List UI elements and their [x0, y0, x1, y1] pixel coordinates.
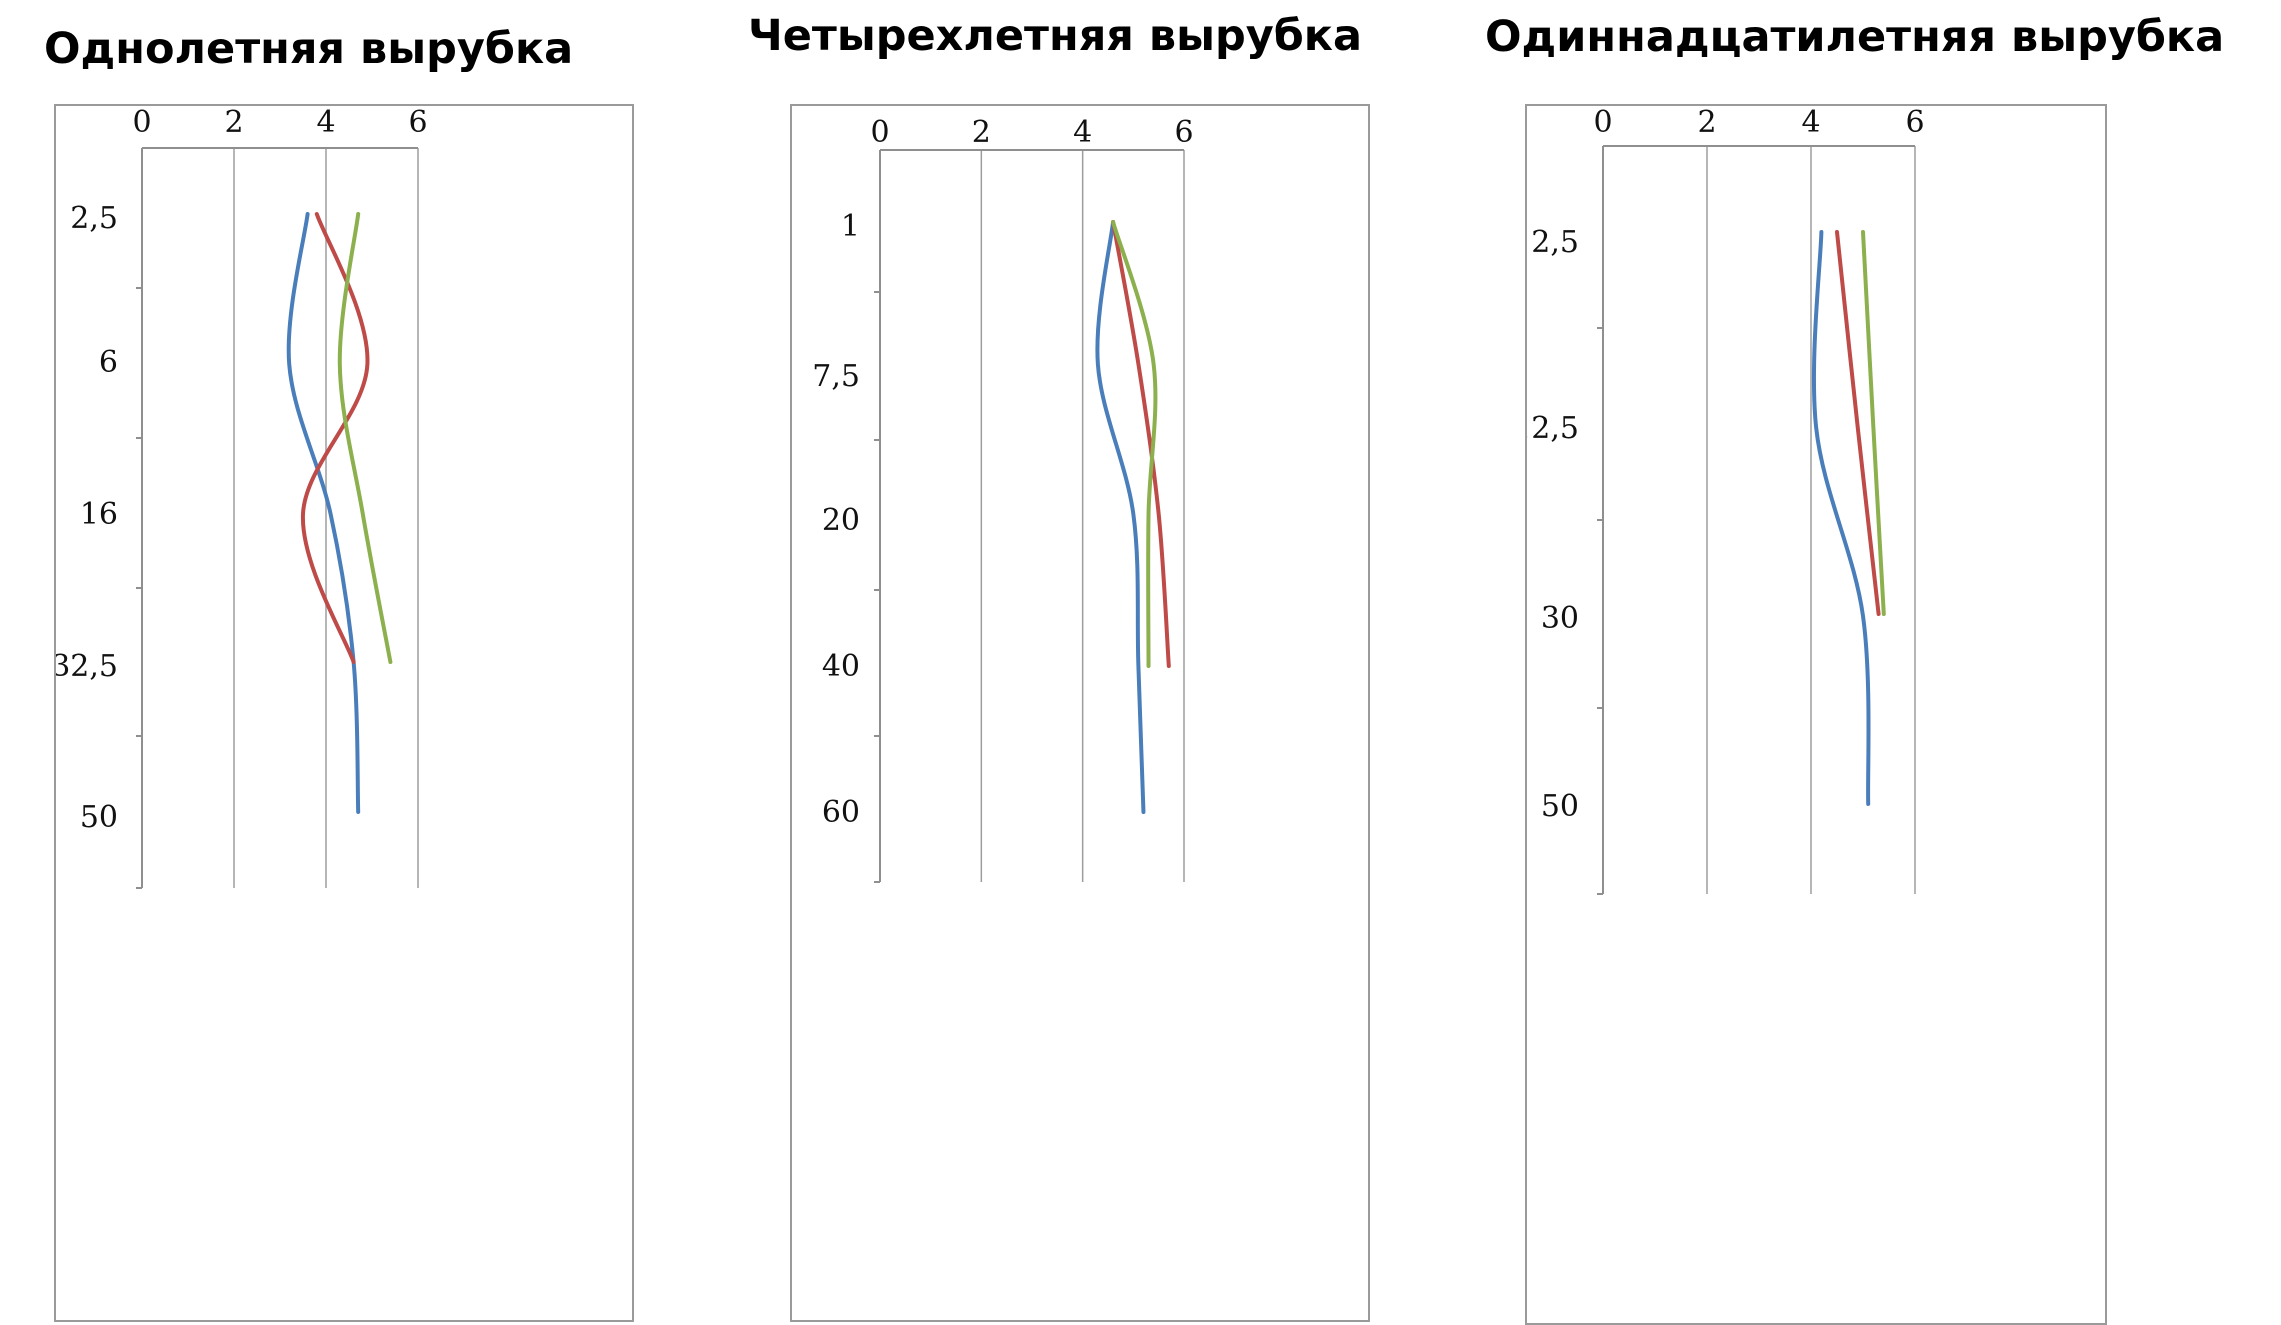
y-tick-label: 60 — [822, 795, 860, 830]
x-tick-label: 2 — [972, 115, 991, 150]
series-line — [1861, 230, 1886, 616]
chart-panel-four-year: 0 2 4 6 1 7,5 20 40 60 — [790, 104, 1370, 1322]
y-tick-label: 50 — [1541, 789, 1579, 824]
x-tick-label: 4 — [316, 106, 335, 140]
y-tick-label: 12,5 — [1527, 411, 1579, 446]
x-tick-label: 2 — [224, 106, 243, 140]
chart-title: Однолетняя вырубка — [44, 24, 574, 74]
y-tick-label: 7,5 — [812, 359, 860, 394]
x-tick-label: 6 — [1905, 106, 1924, 140]
y-tick-label: 16 — [80, 497, 118, 532]
x-tick-label: 0 — [870, 115, 889, 150]
chart-title: Одиннадцатилетняя вырубка — [1485, 12, 2225, 62]
chart-plot-four-year: 0 2 4 6 1 7,5 20 40 60 — [812, 115, 1194, 883]
y-tick-label: 1 — [841, 209, 860, 244]
chart-panel-eleven-year: 0 2 4 6 2,5 12,5 30 50 — [1525, 104, 2107, 1325]
chart-panel-one-year: 0 2 4 6 2,5 6 16 32,5 50 — [54, 104, 634, 1322]
x-tick-label: 6 — [408, 106, 427, 140]
series-line — [1111, 220, 1171, 668]
chart-plot-one-year: 0 2 4 6 2,5 6 16 32,5 50 — [56, 106, 428, 889]
y-tick-label: 6 — [99, 345, 118, 380]
y-tick-label: 2,5 — [1531, 225, 1579, 260]
x-tick-label: 2 — [1697, 106, 1716, 140]
series-line — [300, 212, 370, 664]
y-tick-label: 50 — [80, 800, 118, 835]
series-line — [1111, 220, 1158, 668]
y-tick-label: 32,5 — [56, 649, 118, 684]
x-tick-label: 0 — [132, 106, 151, 140]
y-tick-label: 30 — [1541, 601, 1579, 636]
chart-title: Четырехлетняя вырубка — [748, 11, 1363, 61]
y-tick-label: 40 — [822, 649, 860, 684]
y-tick-label: 20 — [822, 503, 860, 538]
y-tick-label: 2,5 — [70, 201, 118, 236]
chart-plot-eleven-year: 0 2 4 6 2,5 12,5 30 50 — [1527, 106, 1925, 895]
series-line — [1811, 230, 1871, 806]
x-tick-label: 4 — [1801, 106, 1820, 140]
series-line — [1095, 220, 1146, 814]
x-tick-label: 6 — [1174, 115, 1193, 150]
series-line — [337, 212, 393, 664]
x-tick-label: 4 — [1073, 115, 1092, 150]
series-line — [1835, 230, 1881, 616]
series-line — [286, 212, 361, 814]
x-tick-label: 0 — [1593, 106, 1612, 140]
